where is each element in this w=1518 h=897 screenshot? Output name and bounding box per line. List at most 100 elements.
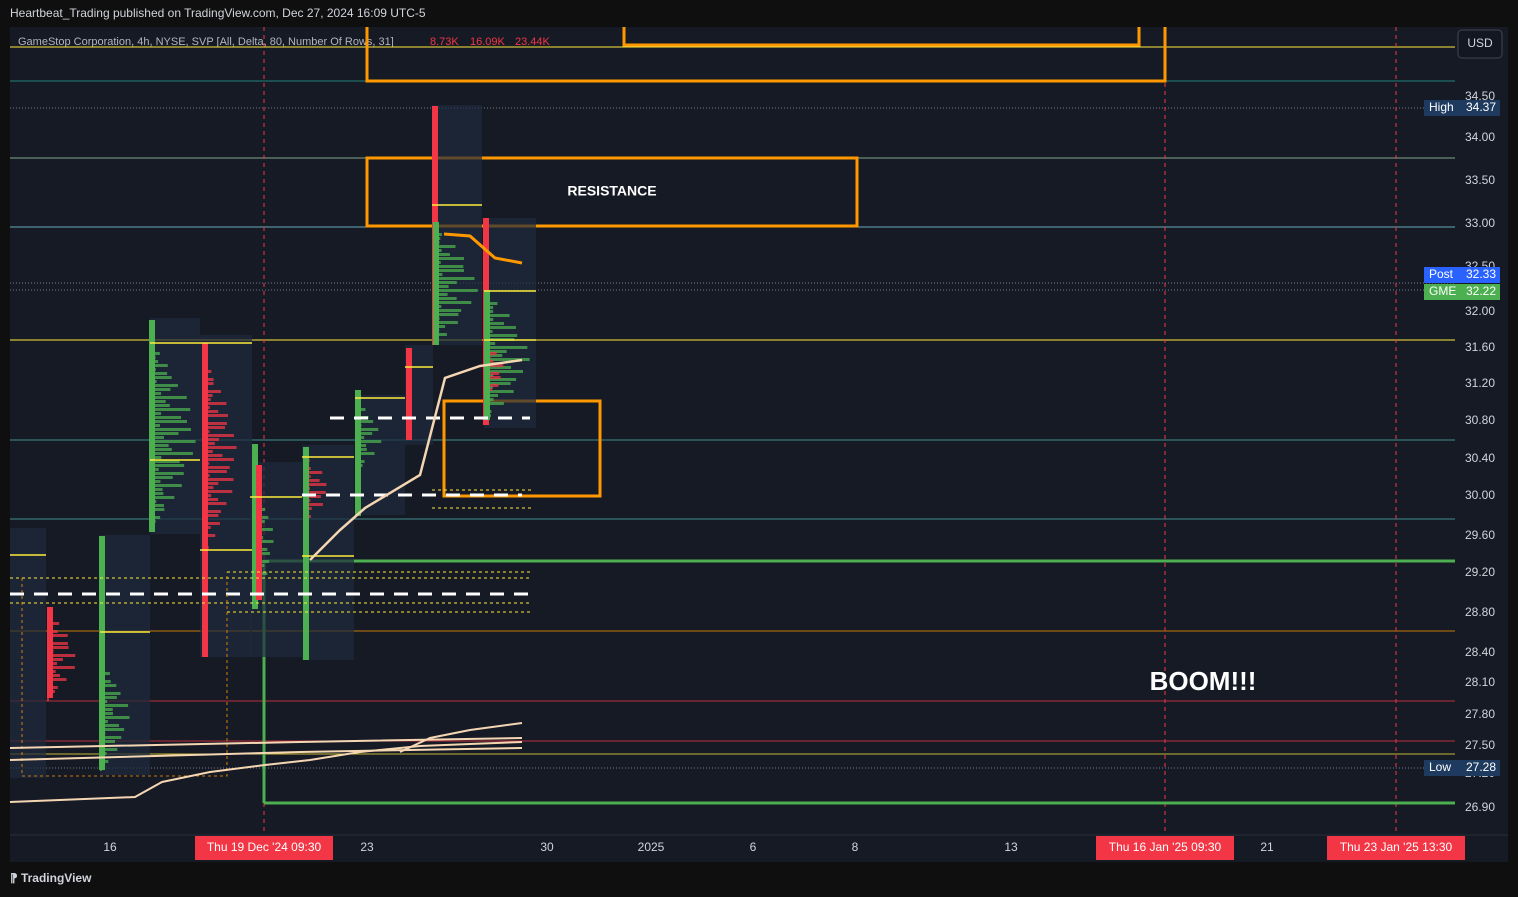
badge-value: 32.22 <box>1466 284 1496 298</box>
profile-bar <box>151 448 172 451</box>
profile-bar <box>357 452 375 455</box>
price-label: 34.50 <box>1465 89 1495 103</box>
profile-bar <box>485 376 501 379</box>
price-label: 30.00 <box>1465 488 1495 502</box>
profile-bar <box>151 376 172 379</box>
price-label: 29.60 <box>1465 528 1495 542</box>
profile-bar <box>202 446 237 449</box>
profile-bar <box>357 448 367 451</box>
footer-logo: ⁋ TradingView <box>10 871 92 885</box>
badge-label: Low <box>1429 760 1451 774</box>
time-label: Thu 19 Dec '24 09:30 <box>207 840 322 854</box>
profile-bar <box>433 333 447 336</box>
currency[interactable]: USD <box>1467 36 1493 50</box>
legend-value: 23.44K <box>515 36 551 48</box>
profile-bar <box>47 666 75 669</box>
profile-bar <box>100 736 122 739</box>
time-badge <box>1327 836 1465 860</box>
profile-bar <box>151 420 187 423</box>
badge-value: 27.28 <box>1466 760 1496 774</box>
profile-bar <box>151 516 161 519</box>
profile-bar <box>202 478 234 481</box>
price-label: 26.90 <box>1465 800 1495 814</box>
currency-button[interactable] <box>1457 29 1503 59</box>
profile-bar <box>151 392 162 395</box>
profile-bar <box>433 289 478 292</box>
price-label: 33.00 <box>1465 216 1495 230</box>
badge-label: High <box>1429 100 1454 114</box>
candle <box>484 290 490 420</box>
profile-bar <box>485 334 518 337</box>
profile-bar <box>433 253 450 256</box>
profile-bar <box>485 390 514 393</box>
profile-bar <box>202 434 234 437</box>
profile-bar <box>151 464 185 467</box>
profile-bar <box>47 698 49 701</box>
profile-bar <box>151 396 187 399</box>
profile-bar <box>357 440 382 443</box>
time-label: 2025 <box>638 840 665 854</box>
candle <box>47 607 53 698</box>
profile-bar <box>100 728 125 731</box>
indicator-line <box>443 232 523 265</box>
profile-bar <box>47 642 68 645</box>
profile-bar <box>433 301 472 304</box>
profile-bar <box>151 364 168 367</box>
time-label: Thu 23 Jan '25 13:30 <box>1340 840 1453 854</box>
profile-bar <box>100 708 113 711</box>
candle <box>252 444 258 609</box>
profile-bar <box>485 366 511 369</box>
profile-bar <box>100 692 121 695</box>
resistance-box <box>365 156 859 228</box>
profile-bar <box>202 490 233 493</box>
profile-bar <box>254 540 274 543</box>
profile-bar <box>151 384 178 387</box>
profile-bar <box>202 390 221 393</box>
profile-bar <box>433 245 456 248</box>
badge-value: 34.37 <box>1466 100 1496 114</box>
profile-bar <box>485 402 504 405</box>
profile-bar <box>47 646 69 649</box>
indicator-line <box>399 722 523 753</box>
va-box <box>21 572 228 777</box>
profile-bar <box>202 482 219 485</box>
price-label: 28.40 <box>1465 645 1495 659</box>
time-label: 23 <box>360 840 374 854</box>
profile-bar <box>433 265 464 268</box>
profile-bar <box>305 503 323 506</box>
profile-bar <box>433 321 458 324</box>
profile-bar <box>485 382 511 385</box>
profile-bar <box>151 460 180 463</box>
time-label: 8 <box>852 840 859 854</box>
profile-bar <box>202 458 234 461</box>
profile-bar <box>305 471 323 474</box>
profile-bar <box>151 400 166 403</box>
profile-bar <box>100 716 130 719</box>
profile-bar <box>151 504 164 507</box>
profile-bar <box>151 472 184 475</box>
profile-bar <box>202 410 219 413</box>
price-label: 30.40 <box>1465 451 1495 465</box>
price-label: 28.10 <box>1465 675 1495 689</box>
profile-bar <box>485 370 524 373</box>
candle <box>99 536 105 770</box>
profile-bar <box>433 285 449 288</box>
profile-bar <box>100 696 117 699</box>
badge-label: Post <box>1429 267 1454 281</box>
profile-bar <box>151 372 168 375</box>
candle <box>202 343 208 657</box>
profile-bar <box>485 372 500 375</box>
profile-bar <box>485 352 497 355</box>
profile-bar <box>151 388 171 391</box>
profile-bar <box>151 424 160 427</box>
profile-bar <box>357 408 366 411</box>
profile-bar <box>485 384 499 387</box>
candle <box>149 320 155 532</box>
chart-area <box>10 27 1508 862</box>
candle <box>406 348 412 440</box>
profile-bar <box>202 514 219 517</box>
profile-bar <box>202 470 227 473</box>
indicator-line <box>9 737 523 749</box>
orange-box <box>622 27 1141 47</box>
candle <box>355 390 361 516</box>
